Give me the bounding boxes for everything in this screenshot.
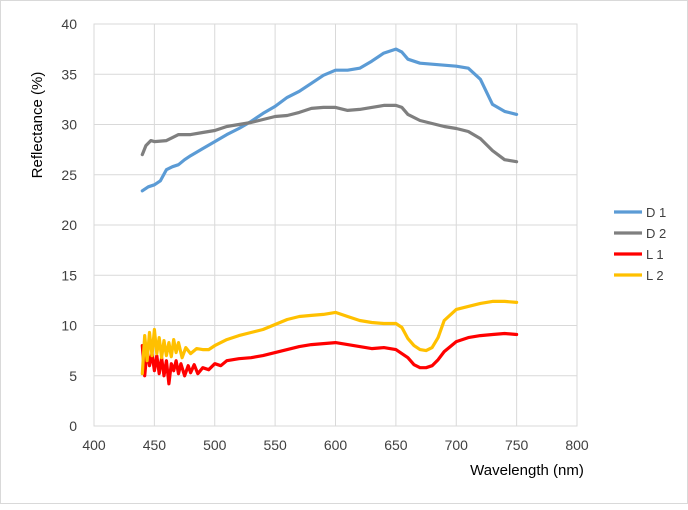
y-tick-label: 15 bbox=[61, 267, 77, 283]
x-tick-label: 700 bbox=[445, 437, 469, 453]
y-tick-label: 20 bbox=[61, 217, 77, 233]
series-line-l-2 bbox=[140, 299, 519, 376]
legend: D 1 D 2 L 1 L 2 bbox=[614, 205, 666, 283]
x-tick-label: 600 bbox=[324, 437, 348, 453]
y-tick-label: 10 bbox=[61, 318, 77, 334]
x-tick-label: 750 bbox=[505, 437, 529, 453]
series-line-d-1 bbox=[140, 47, 519, 193]
series-lines bbox=[140, 47, 519, 386]
legend-label-l-1: L 1 bbox=[646, 247, 664, 262]
y-tick-label: 40 bbox=[61, 16, 77, 32]
y-tick-label: 0 bbox=[69, 418, 77, 434]
y-tick-label: 35 bbox=[61, 66, 77, 82]
y-tick-label: 5 bbox=[69, 368, 77, 384]
y-tick-labels: 0 5 10 15 20 25 30 35 40 bbox=[61, 16, 77, 434]
x-tick-label: 450 bbox=[143, 437, 167, 453]
x-tick-labels: 400 450 500 550 600 650 700 750 800 bbox=[82, 437, 589, 453]
legend-label-l-2: L 2 bbox=[646, 268, 664, 283]
series-line-l-1 bbox=[140, 331, 519, 386]
x-tick-label: 800 bbox=[565, 437, 589, 453]
x-tick-label: 550 bbox=[263, 437, 287, 453]
x-axis-title: Wavelength (nm) bbox=[470, 462, 584, 479]
legend-label-d-2: D 2 bbox=[646, 226, 666, 241]
legend-label-d-1: D 1 bbox=[646, 205, 666, 220]
x-tick-label: 400 bbox=[82, 437, 106, 453]
y-tick-label: 30 bbox=[61, 117, 77, 133]
x-tick-label: 650 bbox=[384, 437, 408, 453]
y-tick-label: 25 bbox=[61, 167, 77, 183]
plot-area bbox=[93, 23, 578, 427]
x-tick-label: 500 bbox=[203, 437, 227, 453]
y-axis-title: Reflectance (%) bbox=[29, 72, 46, 179]
series-line-d-2 bbox=[140, 103, 519, 164]
